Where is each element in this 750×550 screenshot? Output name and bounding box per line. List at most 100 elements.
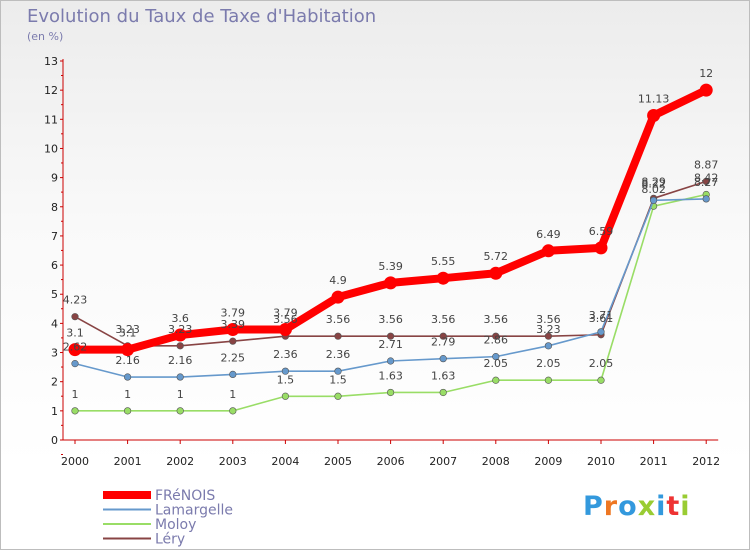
y-tick-label: 3 (51, 347, 58, 360)
data-label: 3.56 (536, 313, 561, 326)
data-label: 3.39 (221, 318, 246, 331)
data-label: 2.36 (273, 348, 298, 361)
data-point (281, 392, 290, 400)
x-tick-label: 2011 (640, 455, 668, 468)
data-label: 2.05 (536, 357, 561, 370)
data-point (492, 353, 500, 361)
data-point (121, 343, 135, 357)
data-point (71, 360, 79, 368)
data-point (71, 407, 79, 415)
data-label: 1.5 (277, 373, 295, 386)
data-point (173, 328, 187, 342)
data-point (597, 328, 605, 336)
data-point (597, 376, 605, 384)
data-point (544, 342, 553, 350)
data-label: 3.56 (378, 313, 403, 326)
data-label: 12 (699, 67, 713, 80)
data-label: 2.25 (221, 351, 246, 364)
data-label: 6.49 (536, 228, 561, 241)
data-point (436, 271, 450, 285)
logo-letter: o (618, 491, 638, 522)
data-label: 2.05 (589, 357, 614, 370)
logo-letter: i (680, 491, 691, 522)
data-label: 1 (177, 388, 184, 401)
data-label: 3.23 (536, 323, 561, 336)
legend-entry: Moloy (155, 517, 196, 533)
data-label: 4.23 (63, 294, 88, 307)
data-label: 6.59 (589, 225, 614, 238)
data-point (647, 109, 661, 123)
logo-letter: x (637, 491, 657, 522)
data-point (489, 266, 503, 280)
x-tick-label: 2006 (377, 455, 405, 468)
legend-entry: FRéNOIS (155, 488, 215, 504)
data-point (387, 332, 395, 340)
y-tick-label: 0 (51, 434, 58, 447)
data-label: 5.39 (378, 260, 403, 273)
logo-letter: r (603, 491, 619, 522)
x-tick-label: 2012 (692, 455, 720, 468)
data-label: 4.9 (329, 274, 347, 287)
data-label: 3.79 (221, 307, 246, 320)
x-tick-label: 2008 (482, 455, 510, 468)
y-tick-label: 5 (51, 288, 58, 301)
data-point (229, 407, 237, 415)
data-label: 8.29 (641, 175, 666, 188)
data-point (226, 323, 240, 337)
data-label: 3.1 (66, 327, 84, 340)
data-label: 2.36 (326, 348, 351, 361)
x-tick-label: 2000 (61, 455, 89, 468)
data-label: 8.22 (641, 177, 666, 190)
data-label: 1.63 (431, 369, 456, 382)
x-tick-label: 2009 (534, 455, 562, 468)
data-label: 3.6 (171, 312, 189, 325)
data-label: 3.71 (589, 309, 614, 322)
data-point (492, 376, 500, 384)
data-label: 1 (229, 388, 236, 401)
data-label: 8.02 (641, 183, 666, 196)
x-tick-label: 2010 (587, 455, 615, 468)
y-tick-label: 9 (51, 172, 58, 185)
data-label: 2.86 (484, 334, 509, 347)
legend-entry: Léry (155, 532, 185, 548)
data-point (334, 392, 342, 400)
data-point (541, 244, 555, 258)
data-point (544, 332, 553, 340)
y-tick-label: 6 (51, 259, 58, 272)
x-tick-label: 2003 (219, 455, 247, 468)
y-tick-label: 13 (44, 55, 58, 68)
data-label: 1.5 (329, 373, 347, 386)
data-label: 5.55 (431, 255, 456, 268)
data-label: 3.23 (168, 323, 193, 336)
data-point (699, 83, 713, 97)
logo-letter: i (656, 491, 667, 522)
data-point (649, 196, 658, 204)
y-tick-label: 11 (44, 113, 58, 126)
y-tick-label: 7 (51, 230, 58, 243)
data-label: 3.23 (115, 323, 140, 336)
logo-letter: P (583, 491, 604, 522)
data-point (68, 343, 82, 357)
data-point (387, 357, 395, 365)
data-label: 3.56 (326, 313, 351, 326)
y-tick-label: 1 (51, 405, 58, 418)
data-label: 1 (72, 388, 79, 401)
data-label: 11.13 (638, 93, 670, 106)
data-label: 3.56 (273, 313, 298, 326)
y-tick-label: 12 (44, 84, 58, 97)
data-point (278, 323, 292, 337)
data-label: 3.56 (484, 313, 509, 326)
data-point (439, 388, 447, 397)
data-point (492, 332, 500, 340)
x-tick-label: 2004 (271, 455, 299, 468)
y-tick-label: 10 (44, 142, 58, 155)
data-label: 3.56 (431, 313, 456, 326)
x-tick-label: 2007 (429, 455, 457, 468)
data-label: 2.16 (168, 354, 193, 367)
data-point (544, 376, 553, 384)
data-point (229, 370, 237, 379)
data-label: 2.16 (115, 354, 140, 367)
data-point (71, 313, 79, 321)
data-point (384, 276, 398, 290)
